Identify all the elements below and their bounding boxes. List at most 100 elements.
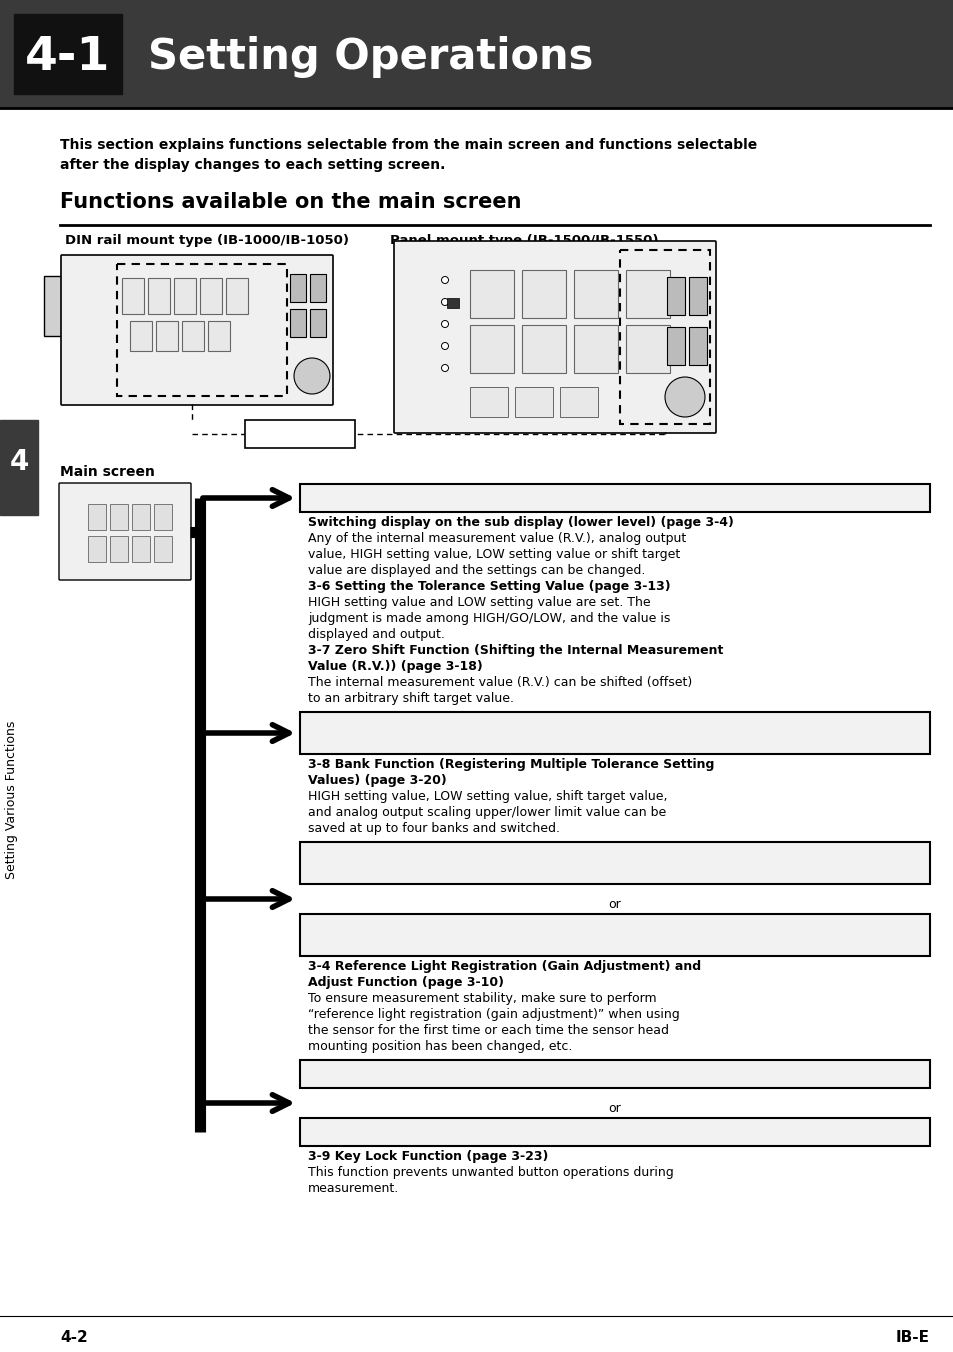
Text: 3 ○: 3 ○ <box>402 420 416 426</box>
Bar <box>688 327 706 365</box>
Bar <box>156 320 178 352</box>
Text: IB series: IB series <box>511 423 558 433</box>
Text: HIGH setting value, LOW setting value, shift target value,: HIGH setting value, LOW setting value, s… <box>308 790 667 803</box>
Text: Panel mount type (IB-1500/IB-1550): Panel mount type (IB-1500/IB-1550) <box>390 234 658 247</box>
Text: Press the [MODE] and ▼ buttons for approx. 2 seconds.: Press the [MODE] and ▼ buttons for appro… <box>386 1125 843 1140</box>
Text: ZERO SHIFT: ZERO SHIFT <box>91 384 124 388</box>
Text: Main screen: Main screen <box>60 465 154 479</box>
Bar <box>470 324 514 373</box>
Bar <box>88 504 106 530</box>
Circle shape <box>664 377 704 416</box>
Text: While pressing down the [MODE] button, press ▲ or ▼
button.: While pressing down the [MODE] button, p… <box>392 715 837 750</box>
Text: LASER: LASER <box>63 507 79 511</box>
Text: DIN rail mount type (IB-1000/IB-1050): DIN rail mount type (IB-1000/IB-1050) <box>65 234 349 247</box>
Bar <box>226 279 248 314</box>
Text: and analog output scaling upper/lower limit value can be: and analog output scaling upper/lower li… <box>308 806 665 819</box>
Text: value are displayed and the settings can be changed.: value are displayed and the settings can… <box>308 564 644 577</box>
Circle shape <box>441 342 448 350</box>
Text: KEYENCE: KEYENCE <box>65 489 100 496</box>
Text: LO: LO <box>402 343 412 349</box>
Bar <box>521 270 565 318</box>
Text: after the display changes to each setting screen.: after the display changes to each settin… <box>60 158 445 172</box>
Text: LASER: LASER <box>67 281 87 287</box>
Text: LO: LO <box>63 557 70 562</box>
Text: Buttons used: Buttons used <box>258 427 341 441</box>
Text: judgment is made among HIGH/GO/LOW, and the value is: judgment is made among HIGH/GO/LOW, and … <box>308 612 670 625</box>
Text: LASER: LASER <box>402 277 425 283</box>
Text: To ensure measurement stability, make sure to perform: To ensure measurement stability, make su… <box>308 992 656 1005</box>
Circle shape <box>441 299 448 306</box>
Text: mounting position has been changed, etc.: mounting position has been changed, etc. <box>308 1040 572 1053</box>
Text: ZERO SHIFT: ZERO SHIFT <box>413 410 445 415</box>
Bar <box>88 535 106 562</box>
Bar <box>208 320 230 352</box>
Text: The internal measurement value (R.V.) can be shifted (offset): The internal measurement value (R.V.) ca… <box>308 676 692 690</box>
Text: GO: GO <box>67 338 77 342</box>
Bar <box>44 276 62 337</box>
Text: Setting Operations: Setting Operations <box>148 37 593 78</box>
Bar <box>470 387 507 416</box>
Circle shape <box>441 320 448 327</box>
Bar <box>122 279 144 314</box>
Bar <box>290 310 306 337</box>
Text: ZERO SHIFT    HIT   LO SHIFT□   TIMING□    SET: ZERO SHIFT HIT LO SHIFT□ TIMING□ SET <box>405 426 521 430</box>
Text: to an arbitrary shift target value.: to an arbitrary shift target value. <box>308 692 514 704</box>
Text: HI: HI <box>67 310 73 315</box>
Bar <box>574 270 618 318</box>
Text: 3-9 Key Lock Function (page 3-23): 3-9 Key Lock Function (page 3-23) <box>308 1151 548 1163</box>
Text: saved at up to four banks and switched.: saved at up to four banks and switched. <box>308 822 559 836</box>
Text: Press the ◄ or ► button.: Press the ◄ or ► button. <box>515 491 714 506</box>
Text: Setting Various Functions: Setting Various Functions <box>6 721 18 879</box>
Bar <box>521 324 565 373</box>
Bar <box>515 387 553 416</box>
Bar <box>0 420 38 515</box>
Bar <box>299 914 929 956</box>
Bar <box>299 713 929 754</box>
Text: Press the [MODE] and ▲ buttons for approx. 2 seconds.: Press the [MODE] and ▲ buttons for appro… <box>386 1067 843 1082</box>
Bar <box>299 1060 929 1088</box>
Text: 1 ○: 1 ○ <box>402 393 416 400</box>
Text: Value (R.V.)) (page 3-18): Value (R.V.)) (page 3-18) <box>308 660 482 673</box>
Text: 3-8 Bank Function (Registering Multiple Tolerance Setting: 3-8 Bank Function (Registering Multiple … <box>308 758 714 771</box>
Text: Functions available on the main screen: Functions available on the main screen <box>60 192 521 212</box>
Bar <box>299 842 929 884</box>
Text: This function prevents unwanted button operations during: This function prevents unwanted button o… <box>308 1165 673 1179</box>
Text: displayed and output.: displayed and output. <box>308 627 444 641</box>
Bar <box>625 270 669 318</box>
FancyArrowPatch shape <box>203 489 289 507</box>
Text: 3-7 Zero Shift Function (Shifting the Internal Measurement: 3-7 Zero Shift Function (Shifting the In… <box>308 644 722 657</box>
Text: 2 ○: 2 ○ <box>402 407 416 412</box>
Bar <box>299 1118 929 1146</box>
Text: GO: GO <box>63 541 71 545</box>
Text: 4: 4 <box>10 448 29 476</box>
Bar <box>132 535 150 562</box>
Bar <box>153 535 172 562</box>
Text: IB-E: IB-E <box>895 1330 929 1345</box>
Text: HIT    LO/LO SHIFT□    TARE□: HIT LO/LO SHIFT□ TARE□ <box>162 399 233 403</box>
Text: Auto-ADJ: Auto-ADJ <box>67 380 94 384</box>
Text: ZERO SHIFT: ZERO SHIFT <box>70 569 94 573</box>
Circle shape <box>294 358 330 393</box>
Bar <box>148 279 170 314</box>
Bar <box>110 535 128 562</box>
Text: or: or <box>608 1102 620 1115</box>
Text: Any of the internal measurement value (R.V.), analog output: Any of the internal measurement value (R… <box>308 531 685 545</box>
Text: HI: HI <box>63 523 69 529</box>
Text: HI: HI <box>402 299 410 306</box>
Bar <box>310 310 326 337</box>
Bar <box>153 504 172 530</box>
Bar <box>117 264 287 396</box>
Text: “reference light registration (gain adjustment)” when using: “reference light registration (gain adju… <box>308 1009 679 1021</box>
Bar <box>574 324 618 373</box>
Text: value, HIGH setting value, LOW setting value or shift target: value, HIGH setting value, LOW setting v… <box>308 548 679 561</box>
Bar <box>559 387 598 416</box>
Bar <box>666 327 684 365</box>
Bar <box>625 324 669 373</box>
Text: 2 100: 2 100 <box>111 510 159 525</box>
Text: 2 100: 2 100 <box>111 542 159 557</box>
Bar <box>619 250 709 425</box>
Text: Switching display on the sub display (lower level) (page 3-4): Switching display on the sub display (lo… <box>308 516 733 529</box>
Text: Press the ▲ and ▼ buttons simultaneously. (Adjust
function): Press the ▲ and ▼ buttons simultaneously… <box>406 917 822 953</box>
Bar <box>290 274 306 301</box>
Bar <box>130 320 152 352</box>
